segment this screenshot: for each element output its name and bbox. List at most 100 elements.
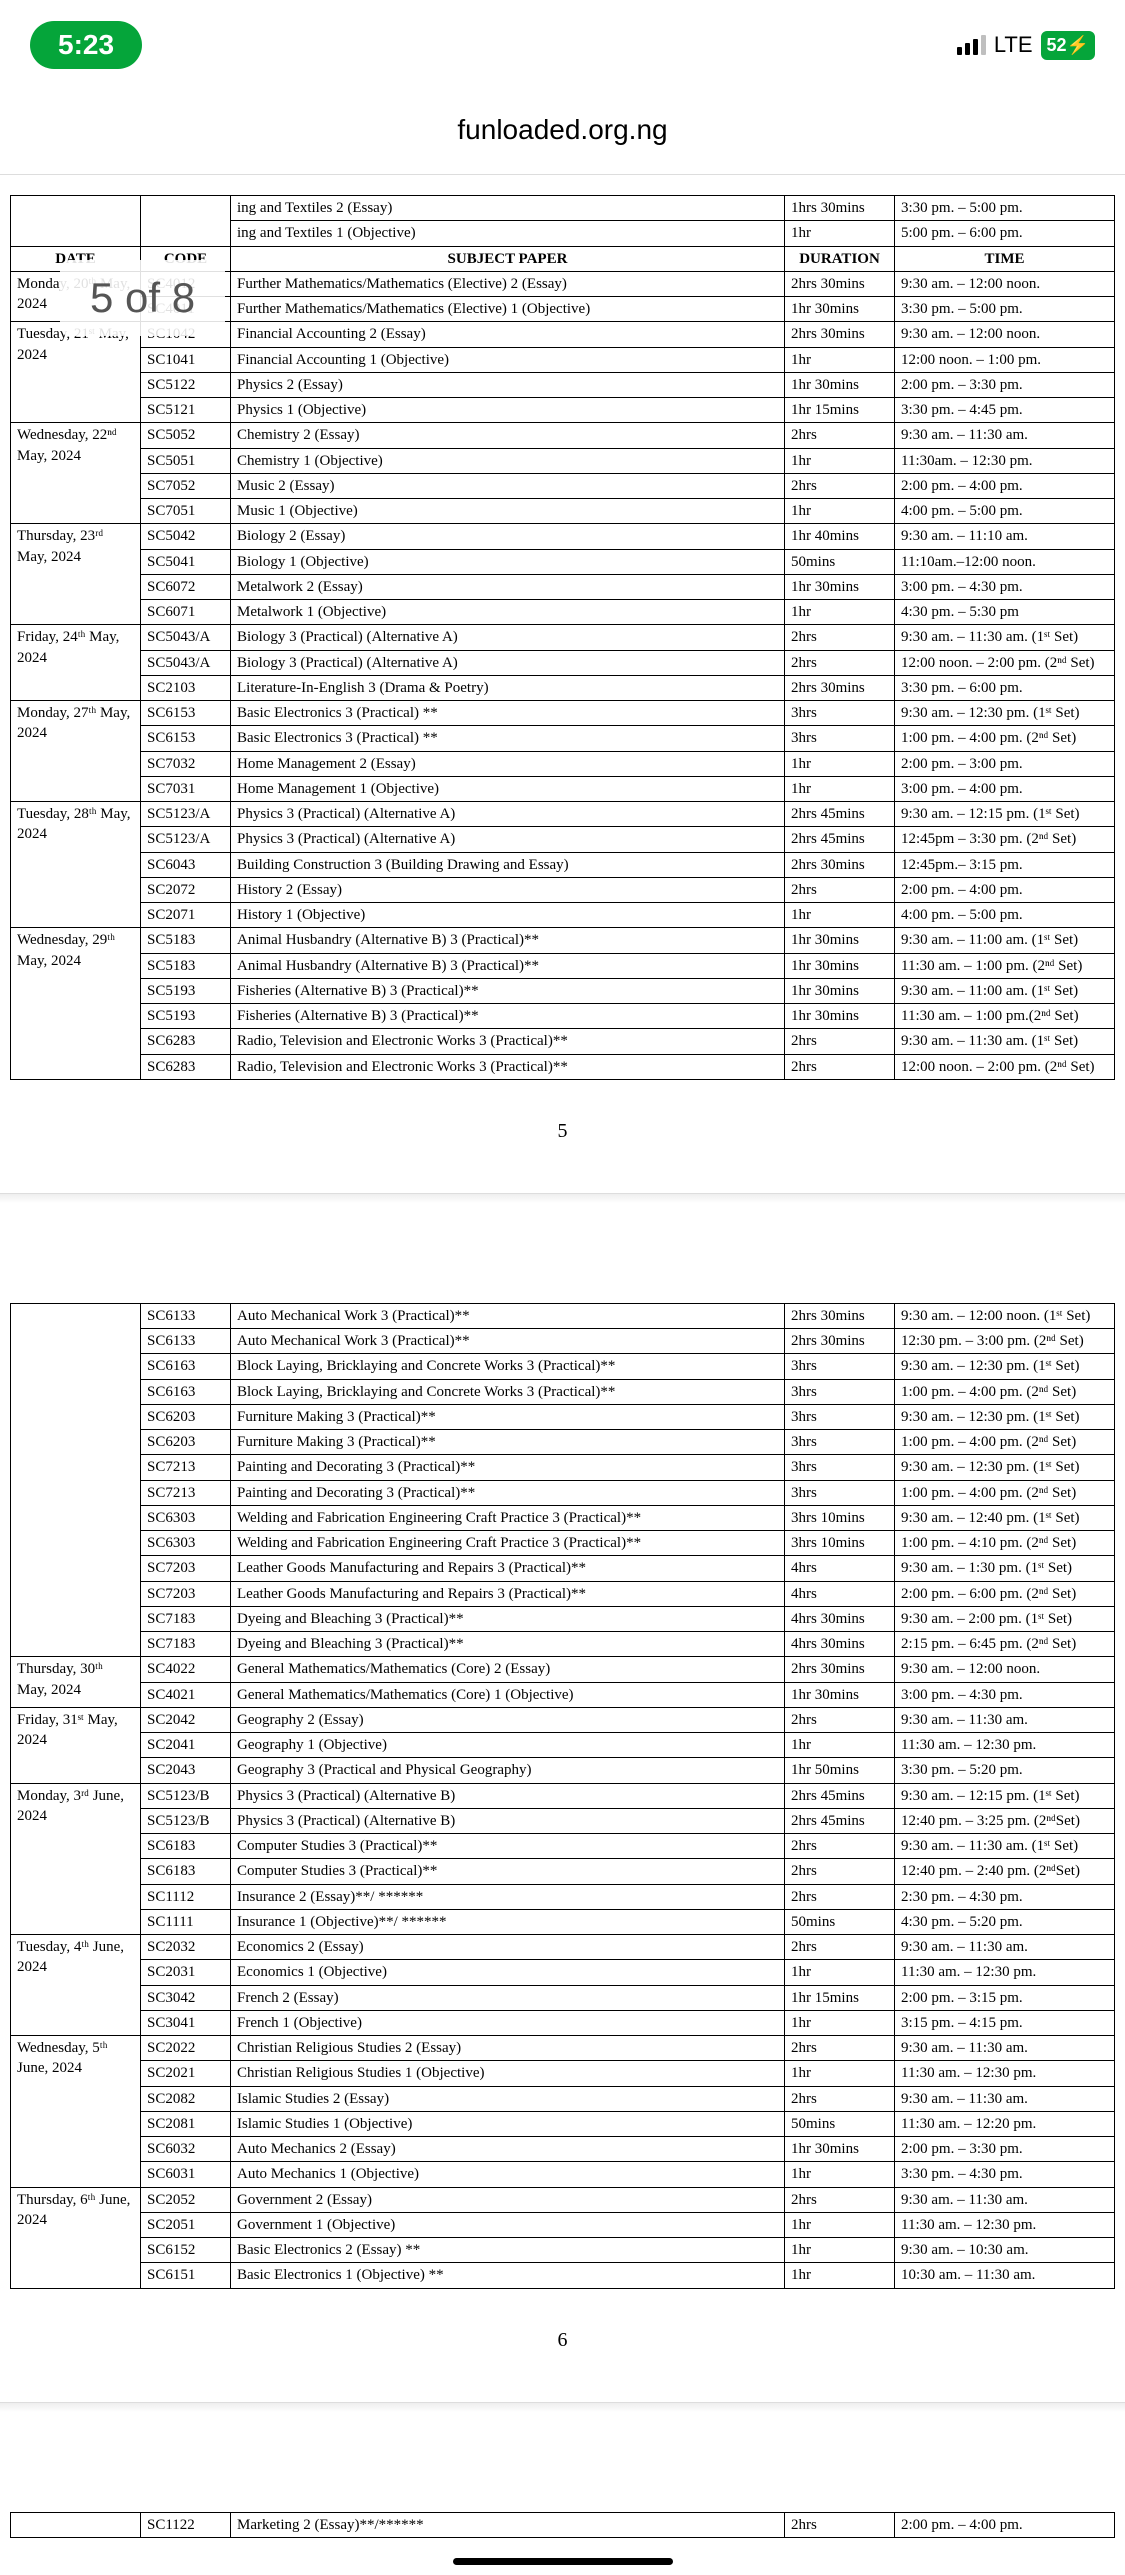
code-cell: SC5043/A <box>141 625 231 650</box>
time-cell: 1:00 pm. – 4:00 pm. (2ⁿᵈ Set) <box>895 1430 1115 1455</box>
time-cell: 9:30 am. – 11:30 am. (1ˢᵗ Set) <box>895 1834 1115 1859</box>
code-cell: SC7051 <box>141 499 231 524</box>
code-cell: SC6133 <box>141 1329 231 1354</box>
code-cell: SC3042 <box>141 1985 231 2010</box>
table-row: SC6163Block Laying, Bricklaying and Conc… <box>11 1379 1115 1404</box>
time-cell: 9:30 am. – 12:30 pm. (1ˢᵗ Set) <box>895 1404 1115 1429</box>
table-row: SC6183Computer Studies 3 (Practical)**2h… <box>11 1834 1115 1859</box>
code-cell: SC4022 <box>141 1657 231 1682</box>
subject-cell: Christian Religious Studies 2 (Essay) <box>231 2036 785 2061</box>
table-row: SC3042French 2 (Essay)1hr 15mins2:00 pm.… <box>11 1985 1115 2010</box>
subject-cell: Physics 3 (Practical) (Alternative A) <box>231 802 785 827</box>
duration-cell: 2hrs 30mins <box>785 1303 895 1328</box>
table-row: SC6303Welding and Fabrication Engineerin… <box>11 1531 1115 1556</box>
subject-cell: Auto Mechanics 2 (Essay) <box>231 2137 785 2162</box>
subject-cell: Metalwork 1 (Objective) <box>231 600 785 625</box>
code-cell: SC7032 <box>141 751 231 776</box>
subject-cell: General Mathematics/Mathematics (Core) 2… <box>231 1657 785 1682</box>
duration-cell: 2hrs <box>785 1935 895 1960</box>
subject-cell: French 2 (Essay) <box>231 1985 785 2010</box>
subject-cell: Animal Husbandry (Alternative B) 3 (Prac… <box>231 928 785 953</box>
time-cell: 9:30 am. – 11:00 am. (1ˢᵗ Set) <box>895 978 1115 1003</box>
date-cell: Tuesday, 28ᵗʰ May, 2024 <box>11 802 141 928</box>
duration-cell: 2hrs 45mins <box>785 827 895 852</box>
time-cell: 3:00 pm. – 4:30 pm. <box>895 574 1115 599</box>
table-row: SC2051Government 1 (Objective)1hr11:30 a… <box>11 2212 1115 2237</box>
duration-cell: 1hr <box>785 1960 895 1985</box>
subject-cell: Geography 3 (Practical and Physical Geog… <box>231 1758 785 1783</box>
subject-cell: Auto Mechanical Work 3 (Practical)** <box>231 1303 785 1328</box>
table-row: SC2031Economics 1 (Objective)1hr11:30 am… <box>11 1960 1115 1985</box>
time-cell: 9:30 am. – 12:30 pm. (1ˢᵗ Set) <box>895 701 1115 726</box>
home-indicator[interactable] <box>453 2558 673 2565</box>
time-cell: 4:00 pm. – 5:00 pm. <box>895 499 1115 524</box>
code-cell: SC6203 <box>141 1404 231 1429</box>
time-cell: 4:30 pm. – 5:20 pm. <box>895 1909 1115 1934</box>
page-number-6: 6 <box>10 2289 1115 2402</box>
time-cell: 12:00 noon. – 1:00 pm. <box>895 347 1115 372</box>
date-cell: Monday, 3ʳᵈ June, 2024 <box>11 1783 141 1935</box>
page-break-2 <box>0 2402 1125 2412</box>
duration-cell: 4hrs 30mins <box>785 1632 895 1657</box>
code-cell: SC2031 <box>141 1960 231 1985</box>
date-cell: Wednesday, 5ᵗʰ June, 2024 <box>11 2036 141 2188</box>
date-cell: Tuesday, 4ᵗʰ June, 2024 <box>11 1935 141 2036</box>
code-cell: SC5193 <box>141 978 231 1003</box>
time-cell: 9:30 am. – 11:30 am. <box>895 2036 1115 2061</box>
time-cell: 9:30 am. – 12:00 noon. <box>895 1657 1115 1682</box>
duration-cell: 2hrs 30mins <box>785 675 895 700</box>
code-cell: SC7213 <box>141 1480 231 1505</box>
duration-cell: 1hr 30mins <box>785 372 895 397</box>
time-cell: 12:40 pm. – 2:40 pm. (2ⁿᵈSet) <box>895 1859 1115 1884</box>
table-row: Thursday, 23ʳᵈ May, 2024SC5042Biology 2 … <box>11 524 1115 549</box>
subject-cell: Insurance 2 (Essay)**/ ****** <box>231 1884 785 1909</box>
code-cell: SC2032 <box>141 1935 231 1960</box>
table-row: SC7032Home Management 2 (Essay)1hr2:00 p… <box>11 751 1115 776</box>
table-row: SC2071History 1 (Objective)1hr4:00 pm. –… <box>11 903 1115 928</box>
subject-cell: Building Construction 3 (Building Drawin… <box>231 852 785 877</box>
code-cell: SC2051 <box>141 2212 231 2237</box>
table-row: SC6043Building Construction 3 (Building … <box>11 852 1115 877</box>
time-cell: 3:15 pm. – 4:15 pm. <box>895 2010 1115 2035</box>
subject-cell: Islamic Studies 2 (Essay) <box>231 2086 785 2111</box>
date-cell: Wednesday, 22ⁿᵈ May, 2024 <box>11 423 141 524</box>
table-row: SC3041French 1 (Objective)1hr3:15 pm. – … <box>11 2010 1115 2035</box>
subject-cell: Economics 1 (Objective) <box>231 1960 785 1985</box>
time-cell: 2:00 pm. – 4:00 pm. <box>895 473 1115 498</box>
code-cell: SC2042 <box>141 1707 231 1732</box>
time-cell: 4:30 pm. – 5:30 pm <box>895 600 1115 625</box>
subject-cell: Basic Electronics 2 (Essay) ** <box>231 2238 785 2263</box>
table-row: Tuesday, 28ᵗʰ May, 2024SC5123/APhysics 3… <box>11 802 1115 827</box>
time-cell: 4:00 pm. – 5:00 pm. <box>895 903 1115 928</box>
table-row: SC6153Basic Electronics 3 (Practical) **… <box>11 726 1115 751</box>
time-cell: 9:30 am. – 10:30 am. <box>895 2238 1115 2263</box>
duration-cell: 2hrs <box>785 1859 895 1884</box>
code-cell: SC6303 <box>141 1505 231 1530</box>
battery-pct: 52 <box>1047 35 1067 56</box>
time-cell: 11:30am. – 12:30 pm. <box>895 448 1115 473</box>
time-cell: 1:00 pm. – 4:00 pm. (2ⁿᵈ Set) <box>895 726 1115 751</box>
duration-cell: 2hrs 30mins <box>785 1657 895 1682</box>
time-cell: 3:00 pm. – 4:00 pm. <box>895 776 1115 801</box>
status-time: 5:23 <box>30 21 142 69</box>
time-cell: 2:00 pm. – 3:30 pm. <box>895 2137 1115 2162</box>
date-cell: Friday, 24ᵗʰ May, 2024 <box>11 625 141 701</box>
code-cell: SC5123/A <box>141 802 231 827</box>
table-row: Monday, 27ᵗʰ May, 2024SC6153Basic Electr… <box>11 701 1115 726</box>
time-cell: 9:30 am. – 11:30 am. <box>895 1935 1115 1960</box>
code-cell: SC6283 <box>141 1054 231 1079</box>
subject-cell: Further Mathematics/Mathematics (Electiv… <box>231 297 785 322</box>
table-row: SC7213Painting and Decorating 3 (Practic… <box>11 1455 1115 1480</box>
header-time: TIME <box>895 246 1115 271</box>
duration-cell: 1hr 15mins <box>785 398 895 423</box>
date-cell: Thursday, 6ᵗʰ June, 2024 <box>11 2187 141 2288</box>
duration-cell: 2hrs <box>785 877 895 902</box>
time-cell: 3:30 pm. – 4:30 pm. <box>895 2162 1115 2187</box>
time-cell: 9:30 am. – 12:00 noon. (1ˢᵗ Set) <box>895 1303 1115 1328</box>
duration-cell: 50mins <box>785 2111 895 2136</box>
date-cell: Thursday, 23ʳᵈ May, 2024 <box>11 524 141 625</box>
subject-cell: Home Management 1 (Objective) <box>231 776 785 801</box>
duration-cell: 3hrs <box>785 701 895 726</box>
url-bar[interactable]: funloaded.org.ng <box>0 90 1125 174</box>
duration-cell: 2hrs <box>785 2187 895 2212</box>
